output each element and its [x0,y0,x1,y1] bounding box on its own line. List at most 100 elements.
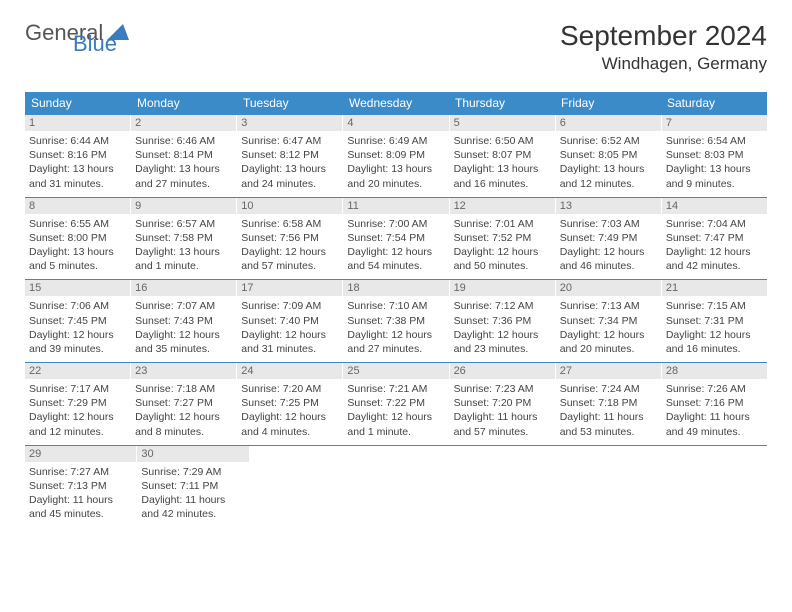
empty-day [560,446,663,528]
sunrise-text: Sunrise: 6:57 AM [135,217,232,231]
day-cell: 19Sunrise: 7:12 AMSunset: 7:36 PMDayligh… [450,280,556,362]
day-number: 11 [343,198,448,214]
day-cell: 24Sunrise: 7:20 AMSunset: 7:25 PMDayligh… [237,363,343,445]
daylight-text: Daylight: 12 hours and 4 minutes. [241,410,338,438]
day-number: 24 [237,363,342,379]
empty-day [664,446,767,528]
daylight-text: Daylight: 12 hours and 46 minutes. [560,245,657,273]
sunset-text: Sunset: 7:27 PM [135,396,232,410]
sunrise-text: Sunrise: 7:07 AM [135,299,232,313]
sunrise-text: Sunrise: 7:03 AM [560,217,657,231]
day-cell: 10Sunrise: 6:58 AMSunset: 7:56 PMDayligh… [237,198,343,280]
weekday-header-row: SundayMondayTuesdayWednesdayThursdayFrid… [25,92,767,114]
day-cell: 13Sunrise: 7:03 AMSunset: 7:49 PMDayligh… [556,198,662,280]
day-number: 14 [662,198,767,214]
sunset-text: Sunset: 8:09 PM [347,148,444,162]
day-cell: 6Sunrise: 6:52 AMSunset: 8:05 PMDaylight… [556,115,662,197]
day-number: 17 [237,280,342,296]
daylight-text: Daylight: 12 hours and 8 minutes. [135,410,232,438]
daylight-text: Daylight: 12 hours and 39 minutes. [29,328,126,356]
sunset-text: Sunset: 7:16 PM [666,396,763,410]
sunset-text: Sunset: 7:29 PM [29,396,126,410]
day-number: 12 [450,198,555,214]
sunrise-text: Sunrise: 7:06 AM [29,299,126,313]
logo-text-blue: Blue [73,31,117,56]
daylight-text: Daylight: 13 hours and 1 minute. [135,245,232,273]
sunset-text: Sunset: 7:18 PM [560,396,657,410]
week-row: 22Sunrise: 7:17 AMSunset: 7:29 PMDayligh… [25,362,767,445]
sunset-text: Sunset: 7:38 PM [347,314,444,328]
week-row: 15Sunrise: 7:06 AMSunset: 7:45 PMDayligh… [25,279,767,362]
day-number: 22 [25,363,130,379]
day-cell: 18Sunrise: 7:10 AMSunset: 7:38 PMDayligh… [343,280,449,362]
sunset-text: Sunset: 7:54 PM [347,231,444,245]
day-cell: 8Sunrise: 6:55 AMSunset: 8:00 PMDaylight… [25,198,131,280]
day-number: 8 [25,198,130,214]
sunset-text: Sunset: 7:13 PM [29,479,132,493]
week-row: 29 Sunrise: 7:27 AMSunset: 7:13 PMDayligh… [25,445,767,528]
daylight-text: Daylight: 11 hours and 53 minutes. [560,410,657,438]
week-row: 1Sunrise: 6:44 AMSunset: 8:16 PMDaylight… [25,114,767,197]
daylight-text: Daylight: 12 hours and 31 minutes. [241,328,338,356]
weekday-header: Sunday [25,92,131,114]
day-cell: 25Sunrise: 7:21 AMSunset: 7:22 PMDayligh… [343,363,449,445]
week-row: 8Sunrise: 6:55 AMSunset: 8:00 PMDaylight… [25,197,767,280]
day-cell: 26Sunrise: 7:23 AMSunset: 7:20 PMDayligh… [450,363,556,445]
day-number: 21 [662,280,767,296]
day-number: 1 [25,115,130,131]
sunrise-text: Sunrise: 6:58 AM [241,217,338,231]
daylight-text: Daylight: 13 hours and 12 minutes. [560,162,657,190]
daylight-text: Daylight: 13 hours and 5 minutes. [29,245,126,273]
weekday-header: Wednesday [343,92,449,114]
sunset-text: Sunset: 8:07 PM [454,148,551,162]
daylight-text: Daylight: 12 hours and 12 minutes. [29,410,126,438]
sunset-text: Sunset: 8:00 PM [29,231,126,245]
day-cell: 3Sunrise: 6:47 AMSunset: 8:12 PMDaylight… [237,115,343,197]
daylight-text: Daylight: 12 hours and 16 minutes. [666,328,763,356]
daylight-text: Daylight: 13 hours and 9 minutes. [666,162,763,190]
day-cell: 28Sunrise: 7:26 AMSunset: 7:16 PMDayligh… [662,363,767,445]
sunrise-text: Sunrise: 6:50 AM [454,134,551,148]
daylight-text: Daylight: 13 hours and 31 minutes. [29,162,126,190]
sunrise-text: Sunrise: 6:47 AM [241,134,338,148]
weekday-header: Monday [131,92,237,114]
sunrise-text: Sunrise: 7:23 AM [454,382,551,396]
sunrise-text: Sunrise: 7:10 AM [347,299,444,313]
daylight-text: Daylight: 12 hours and 50 minutes. [454,245,551,273]
day-cell: 17Sunrise: 7:09 AMSunset: 7:40 PMDayligh… [237,280,343,362]
sunset-text: Sunset: 8:03 PM [666,148,763,162]
day-number: 2 [131,115,236,131]
day-number: 15 [25,280,130,296]
day-number: 26 [450,363,555,379]
daylight-text: Daylight: 12 hours and 27 minutes. [347,328,444,356]
empty-day [250,446,353,528]
day-cell: 30Sunrise: 7:29 AMSunset: 7:11 PMDayligh… [137,446,249,528]
day-number: 29 [25,446,136,462]
day-number: 16 [131,280,236,296]
day-cell: 27Sunrise: 7:24 AMSunset: 7:18 PMDayligh… [556,363,662,445]
daylight-text: Daylight: 12 hours and 1 minute. [347,410,444,438]
sunset-text: Sunset: 7:58 PM [135,231,232,245]
day-cell: 9Sunrise: 6:57 AMSunset: 7:58 PMDaylight… [131,198,237,280]
weekday-header: Thursday [449,92,555,114]
weekday-header: Tuesday [237,92,343,114]
day-number: 4 [343,115,448,131]
daylight-text: Daylight: 11 hours and 45 minutes. [29,493,132,521]
day-number: 23 [131,363,236,379]
sunset-text: Sunset: 8:05 PM [560,148,657,162]
sunrise-text: Sunrise: 7:26 AM [666,382,763,396]
daylight-text: Daylight: 12 hours and 42 minutes. [666,245,763,273]
sunset-text: Sunset: 7:34 PM [560,314,657,328]
location: Windhagen, Germany [560,54,767,74]
day-cell: 16Sunrise: 7:07 AMSunset: 7:43 PMDayligh… [131,280,237,362]
daylight-text: Daylight: 13 hours and 20 minutes. [347,162,444,190]
sunrise-text: Sunrise: 7:27 AM [29,465,132,479]
calendar: SundayMondayTuesdayWednesdayThursdayFrid… [25,92,767,527]
day-number: 10 [237,198,342,214]
day-number: 7 [662,115,767,131]
day-cell: 20Sunrise: 7:13 AMSunset: 7:34 PMDayligh… [556,280,662,362]
day-number: 19 [450,280,555,296]
day-cell: 29 Sunrise: 7:27 AMSunset: 7:13 PMDayligh… [25,446,137,528]
day-cell: 7Sunrise: 6:54 AMSunset: 8:03 PMDaylight… [662,115,767,197]
day-number: 25 [343,363,448,379]
